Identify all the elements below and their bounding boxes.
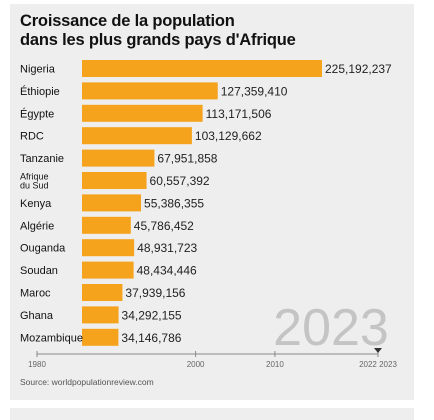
- value-label: 48,434,446: [137, 264, 197, 278]
- source-note: Source: worldpopulationreview.com: [20, 377, 154, 387]
- value-label: 60,557,392: [150, 174, 210, 188]
- timeline-layer: 1980 2000 2010 2022 2023: [28, 348, 397, 369]
- bar: [82, 306, 119, 324]
- bar: [82, 82, 218, 100]
- value-label: 37,939,156: [125, 286, 185, 300]
- category-label: Ouganda: [20, 243, 66, 255]
- timeline-tick-label: 2010: [266, 360, 284, 369]
- category-label: Éthiopie: [20, 85, 60, 98]
- category-label: RDC: [20, 131, 44, 143]
- chart-title-line-1: Croissance de la population: [20, 12, 235, 30]
- timeline-tick-label: 2000: [187, 360, 205, 369]
- category-label: Ghana: [20, 310, 54, 322]
- bar: [82, 127, 192, 145]
- category-label: Tanzanie: [20, 153, 64, 165]
- category-label: Afrique du Sud: [20, 172, 49, 191]
- bars-layer: 2023 Nigeria 225,192,237 Éthiopie 127,359,41…: [20, 60, 392, 357]
- category-label-line: du Sud: [20, 181, 49, 191]
- bar: [82, 172, 147, 189]
- value-label: 55,386,355: [144, 196, 204, 210]
- bar: [82, 149, 155, 167]
- bottom-strip: [10, 408, 414, 420]
- chart-title-line-2: dans les plus grands pays d'Afrique: [20, 31, 296, 49]
- current-year-marker: [374, 348, 382, 353]
- category-label-line: Afrique: [20, 172, 49, 182]
- value-label: 34,146,786: [121, 331, 181, 345]
- bar: [82, 216, 131, 234]
- bar: [82, 284, 123, 301]
- bar: [82, 194, 142, 212]
- category-label: Mozambique: [20, 332, 83, 344]
- value-label: 45,786,452: [134, 219, 194, 233]
- year-watermark: 2023: [273, 299, 389, 357]
- bar: [82, 60, 322, 77]
- timeline-tick-label: 1980: [28, 360, 46, 369]
- category-label: Égypte: [20, 107, 54, 120]
- category-label: Kenya: [20, 198, 52, 210]
- category-label: Algérie: [20, 220, 54, 232]
- value-label: 34,292,155: [122, 308, 182, 322]
- value-label: 103,129,662: [195, 129, 262, 143]
- timeline-tick-label: 2022 2023: [359, 360, 397, 369]
- category-label: Maroc: [20, 288, 51, 300]
- value-label: 67,951,858: [157, 152, 217, 166]
- category-label: Nigeria: [20, 64, 56, 76]
- bar: [82, 104, 203, 122]
- value-label: 48,931,723: [137, 241, 197, 255]
- category-label: Soudan: [20, 265, 58, 277]
- value-label: 127,359,410: [221, 84, 288, 98]
- chart-title: Croissance de la population dans les plu…: [20, 12, 296, 50]
- value-label: 225,192,237: [325, 62, 392, 76]
- bar: [82, 328, 119, 346]
- value-label: 113,171,506: [206, 107, 272, 121]
- bar: [82, 261, 134, 279]
- bar: [82, 239, 135, 257]
